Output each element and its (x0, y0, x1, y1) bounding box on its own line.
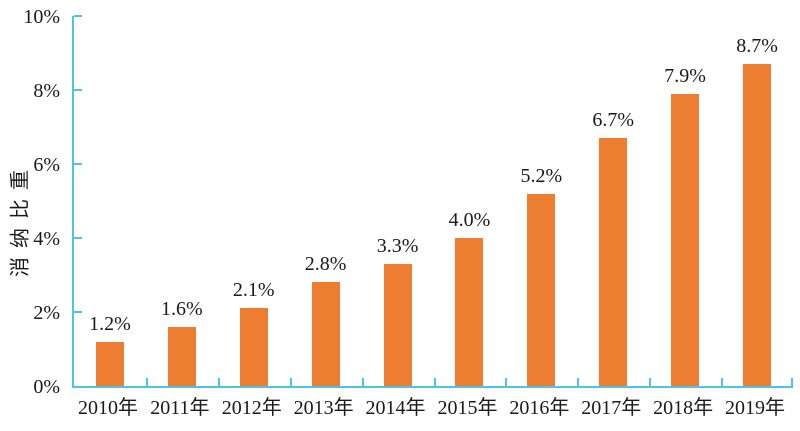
x-axis-category-label: 2019年 (725, 397, 786, 419)
x-axis-category-label: 2016年 (509, 397, 570, 419)
x-axis-category-label: 2017年 (581, 397, 642, 419)
bar-value-label: 5.2% (520, 165, 563, 187)
bar-value-label: 1.6% (161, 298, 203, 320)
bar-value-label: 2.8% (304, 253, 347, 275)
x-axis-tick (721, 378, 724, 386)
bar-value-label: 1.2% (89, 313, 131, 335)
x-axis-tick (289, 378, 292, 386)
bar-value-label: 3.3% (376, 235, 419, 257)
y-axis-tick (74, 163, 82, 165)
bar (527, 194, 556, 386)
y-axis-tick-label: 6% (33, 154, 60, 176)
bar (599, 138, 628, 386)
x-axis-tick (433, 378, 436, 386)
y-axis-tick (74, 237, 82, 239)
x-axis-category-label: 2012年 (221, 397, 282, 419)
bar (743, 64, 772, 386)
bar (167, 327, 196, 386)
x-axis-category-label: 2014年 (365, 397, 426, 419)
x-axis-tick (145, 378, 148, 386)
plot-area: 1.2% 1.6% 2.1% 2.8% 3.3% 4.0% 5.2% 6.7% 7.9% 8.7% (72, 15, 793, 388)
x-axis-category-label: 2011年 (150, 397, 210, 419)
x-axis-tick (361, 378, 364, 386)
x-axis-tick (217, 378, 220, 386)
bar (671, 94, 700, 386)
x-axis-category-label: 2013年 (293, 397, 354, 419)
y-axis-tick-label: 10% (23, 6, 60, 28)
x-axis-category-label: 2015年 (437, 397, 498, 419)
y-axis-tick-label: 4% (33, 228, 60, 250)
y-axis-tick (74, 89, 82, 91)
y-axis-title: 消纳比重 (9, 161, 32, 277)
x-axis-tick (505, 378, 508, 386)
bar (311, 282, 340, 386)
y-axis-tick-label: 2% (33, 302, 60, 324)
y-axis-tick-label: 0% (33, 376, 60, 398)
bar (383, 264, 412, 386)
bar (239, 308, 268, 386)
y-axis-tick-label: 8% (33, 80, 60, 102)
bar-value-label: 4.0% (448, 209, 491, 231)
bar (455, 238, 484, 386)
y-axis-tick (74, 311, 82, 313)
bar-value-label: 7.9% (664, 65, 706, 87)
x-axis-tick (577, 378, 580, 386)
y-axis-tick (74, 15, 82, 17)
bar-value-label: 6.7% (592, 109, 635, 131)
bar-value-label: 2.1% (232, 279, 275, 301)
x-axis-category-label: 2010年 (77, 397, 138, 419)
x-axis-tick (649, 378, 652, 386)
x-axis-tick (791, 378, 793, 386)
bar-value-label: 8.7% (736, 35, 778, 57)
bar (95, 342, 124, 386)
x-axis-category-label: 2018年 (653, 397, 714, 419)
